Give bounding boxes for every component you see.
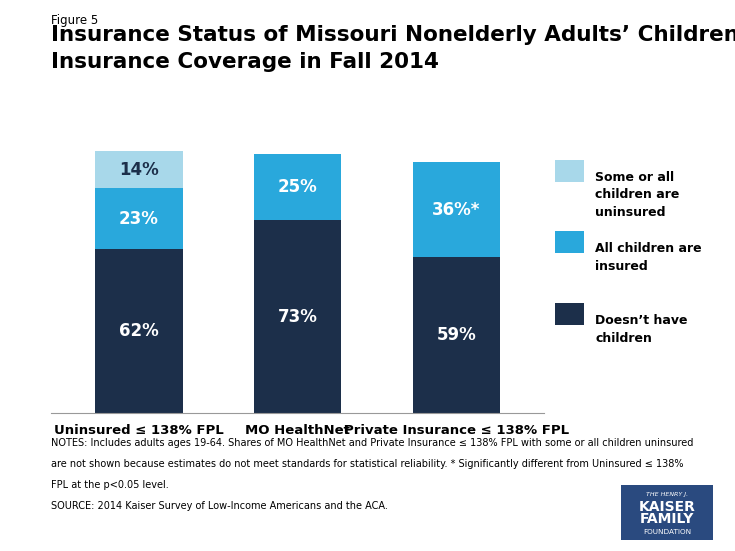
Text: 62%: 62% — [119, 322, 159, 341]
Text: 14%: 14% — [119, 161, 159, 179]
Text: 36%*: 36%* — [432, 201, 481, 219]
Text: FPL at the p<0.05 level.: FPL at the p<0.05 level. — [51, 480, 169, 490]
Bar — [254, 154, 341, 220]
Text: Figure 5: Figure 5 — [51, 14, 98, 27]
Text: THE HENRY J.: THE HENRY J. — [646, 491, 688, 497]
Text: SOURCE: 2014 Kaiser Survey of Low-Income Americans and the ACA.: SOURCE: 2014 Kaiser Survey of Low-Income… — [51, 501, 388, 511]
Text: are not shown because estimates do not meet standards for statistical reliabilit: are not shown because estimates do not m… — [51, 459, 684, 469]
Text: 59%: 59% — [437, 326, 476, 344]
Bar — [413, 162, 501, 257]
Bar — [95, 152, 182, 188]
Text: Insurance Status of Missouri Nonelderly Adults’ Children, by: Insurance Status of Missouri Nonelderly … — [51, 25, 735, 45]
Text: FAMILY: FAMILY — [640, 512, 694, 526]
Text: All children are: All children are — [595, 242, 702, 256]
Text: Some or all: Some or all — [595, 171, 675, 184]
Bar — [254, 220, 341, 413]
Text: children are: children are — [595, 188, 680, 202]
Text: Insurance Coverage in Fall 2014: Insurance Coverage in Fall 2014 — [51, 52, 440, 72]
Bar — [95, 188, 182, 249]
Text: FOUNDATION: FOUNDATION — [643, 529, 691, 534]
Text: insured: insured — [595, 260, 648, 273]
Text: KAISER: KAISER — [639, 500, 695, 514]
Text: children: children — [595, 332, 652, 345]
Text: 73%: 73% — [278, 307, 318, 326]
Bar — [95, 249, 182, 413]
Text: uninsured: uninsured — [595, 206, 666, 219]
Text: NOTES: Includes adults ages 19-64. Shares of MO HealthNet and Private Insurance : NOTES: Includes adults ages 19-64. Share… — [51, 438, 694, 448]
Text: Doesn’t have: Doesn’t have — [595, 314, 688, 327]
Bar — [413, 257, 501, 413]
Text: 25%: 25% — [278, 178, 318, 196]
Text: 23%: 23% — [119, 210, 159, 228]
